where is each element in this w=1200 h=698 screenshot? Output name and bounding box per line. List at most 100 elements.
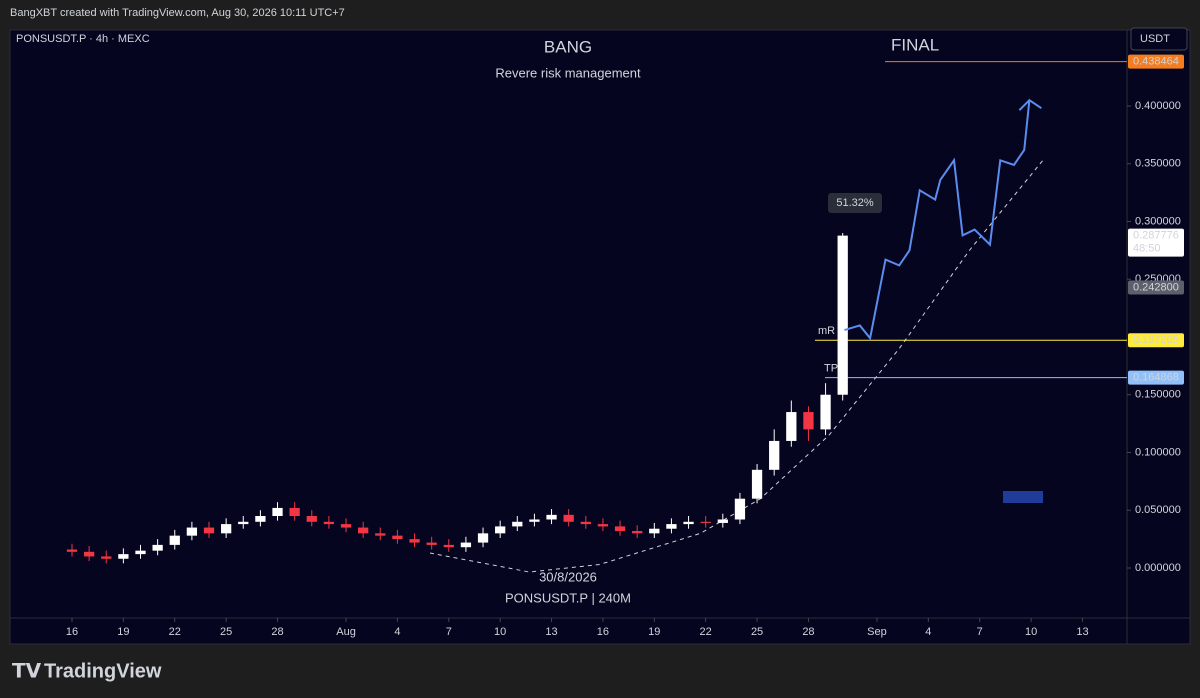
x-tick-label: 28: [271, 626, 283, 638]
currency-label[interactable]: USDT: [1140, 33, 1170, 45]
price-marker-label: 0.197205: [1133, 334, 1179, 346]
x-tick-label: 16: [66, 626, 78, 638]
candle-body: [837, 235, 848, 395]
candle-body: [169, 535, 180, 545]
x-tick-label: 25: [751, 626, 763, 638]
candle-body: [83, 551, 95, 557]
trend-curve: [429, 157, 1046, 573]
candle-body: [751, 469, 763, 499]
candle-body: [135, 550, 146, 555]
candle-body: [375, 533, 386, 536]
candle-body: [632, 531, 643, 534]
candle-body: [221, 524, 232, 534]
candle-body: [186, 527, 198, 536]
candle-body: [66, 549, 78, 552]
candle-body: [426, 542, 437, 545]
candle-body: [358, 527, 369, 534]
candle-body: [769, 440, 780, 470]
x-tick-label: 19: [117, 626, 129, 638]
watermark-symbol: PONSUSDT.P | 240M: [505, 590, 631, 605]
flag-icon: [1003, 491, 1043, 503]
y-tick-label: 0.350000: [1135, 158, 1181, 170]
y-tick-label: 0.400000: [1135, 100, 1181, 112]
candle-body: [238, 521, 249, 525]
x-tick-label: 10: [1025, 626, 1037, 638]
candle-body: [203, 527, 215, 534]
candle-body: [392, 535, 403, 540]
x-tick-label: Aug: [336, 626, 356, 638]
candle-body: [409, 539, 420, 543]
candle-body: [340, 524, 352, 528]
x-tick-label: 4: [394, 626, 400, 638]
symbol-label: PONSUSDT.P · 4h · MEXC: [16, 33, 150, 45]
candle-body: [614, 526, 626, 532]
currency-button[interactable]: [1130, 27, 1188, 51]
logo-mark: 𝗧𝗩: [12, 660, 42, 682]
projection-arrow: [1018, 98, 1042, 111]
candle-body: [512, 521, 523, 527]
candle-body: [460, 542, 472, 548]
candle-body: [786, 412, 797, 441]
candle-body: [563, 514, 574, 522]
candle-body: [717, 519, 728, 523]
logo-text: TradingView: [44, 660, 162, 682]
x-tick-label: Sep: [867, 626, 887, 638]
x-tick-label: 4: [925, 626, 931, 638]
footer-logo: 𝗧𝗩: [12, 660, 42, 682]
candle-body: [666, 524, 677, 529]
candle-body: [803, 412, 814, 430]
candle-body: [289, 507, 300, 517]
x-tick-label: 13: [1076, 626, 1088, 638]
price-marker-label: 0.438464: [1133, 55, 1179, 67]
price-marker: [1128, 333, 1184, 348]
level-label: TP: [824, 362, 838, 374]
candle-body: [546, 514, 557, 520]
x-tick-label: 25: [220, 626, 232, 638]
price-marker-label: 0.164868: [1133, 371, 1179, 383]
y-tick-label: 0.000000: [1135, 562, 1181, 574]
measure-box: [828, 193, 882, 213]
final-annotation: FINAL: [891, 35, 939, 54]
x-tick-label: 7: [977, 626, 983, 638]
candle-body: [101, 556, 112, 559]
watermark-date: 30/8/2026: [539, 569, 597, 584]
price-marker: [1128, 228, 1184, 257]
countdown-label: 48:50: [1133, 243, 1161, 255]
x-tick-label: 10: [494, 626, 506, 638]
candle-body: [529, 519, 540, 522]
level-label: mR: [818, 325, 835, 337]
x-tick-label: 28: [802, 626, 814, 638]
candle-body: [649, 528, 660, 534]
x-tick-label: 22: [169, 626, 181, 638]
candle-body: [118, 554, 129, 559]
candle-body: [820, 394, 831, 430]
candle-body: [306, 516, 317, 522]
candle-body: [255, 516, 266, 522]
x-tick-label: 13: [545, 626, 557, 638]
candle-body: [597, 524, 609, 527]
projection-line: [844, 100, 1031, 341]
y-tick-label: 0.150000: [1135, 389, 1181, 401]
x-tick-label: 7: [446, 626, 452, 638]
price-marker-label: 0.242800: [1133, 281, 1179, 293]
candle-body: [443, 544, 454, 548]
y-tick-label: 0.050000: [1135, 504, 1181, 516]
candle-body: [580, 521, 591, 525]
candle-body: [683, 521, 694, 525]
price-marker: [1128, 370, 1184, 385]
x-tick-label: 19: [648, 626, 660, 638]
price-marker: [1128, 280, 1184, 295]
x-tick-label: 16: [597, 626, 609, 638]
x-tick-label: 22: [700, 626, 712, 638]
candle-body: [495, 526, 506, 534]
price-marker-label: 0.287776: [1133, 230, 1179, 242]
candle-body: [477, 533, 489, 543]
candle-body: [323, 521, 335, 525]
chart-title: BANG: [544, 37, 592, 56]
candle-body: [734, 498, 746, 520]
y-tick-label: 0.300000: [1135, 215, 1181, 227]
header-text: BangXBT created with TradingView.com, Au…: [10, 7, 345, 19]
chart-panel: [9, 29, 1191, 645]
